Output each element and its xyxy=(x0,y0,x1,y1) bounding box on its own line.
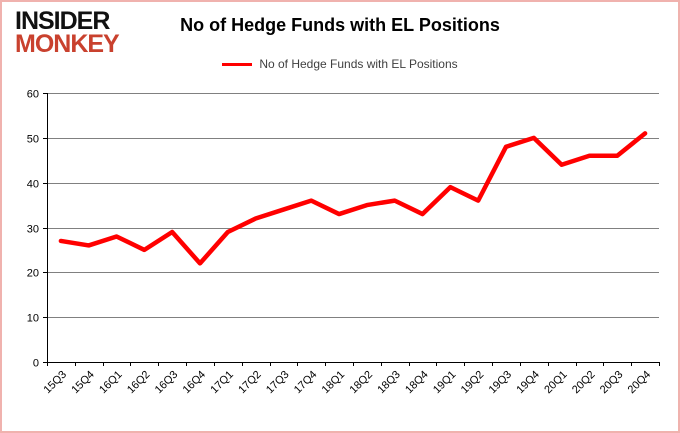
svg-text:18Q3: 18Q3 xyxy=(375,369,403,397)
svg-text:20Q1: 20Q1 xyxy=(542,369,570,397)
svg-text:40: 40 xyxy=(27,179,39,191)
svg-text:20Q4: 20Q4 xyxy=(626,369,654,397)
legend-line-swatch xyxy=(222,62,253,66)
svg-text:17Q4: 17Q4 xyxy=(292,369,320,397)
legend-label: No of Hedge Funds with EL Positions xyxy=(259,57,458,71)
svg-text:16Q1: 16Q1 xyxy=(97,369,125,397)
svg-text:19Q4: 19Q4 xyxy=(514,369,542,397)
svg-text:10: 10 xyxy=(27,313,39,325)
svg-text:16Q3: 16Q3 xyxy=(153,369,181,397)
svg-text:18Q4: 18Q4 xyxy=(403,369,431,397)
svg-text:15Q4: 15Q4 xyxy=(69,369,97,397)
svg-text:16Q4: 16Q4 xyxy=(181,369,209,397)
svg-text:20Q3: 20Q3 xyxy=(598,369,626,397)
logo-insider-text: INSIDER xyxy=(15,7,110,35)
svg-text:0: 0 xyxy=(33,358,39,370)
chart-legend: No of Hedge Funds with EL Positions xyxy=(2,57,678,71)
svg-text:18Q2: 18Q2 xyxy=(348,369,376,397)
svg-text:20: 20 xyxy=(27,268,39,280)
svg-text:15Q3: 15Q3 xyxy=(42,369,70,397)
svg-text:30: 30 xyxy=(27,224,39,236)
svg-text:19Q3: 19Q3 xyxy=(487,369,515,397)
svg-text:17Q1: 17Q1 xyxy=(208,369,236,397)
chart-title: No of Hedge Funds with EL Positions xyxy=(180,15,500,35)
logo-monkey-text: MONKEY xyxy=(15,29,120,58)
svg-text:17Q2: 17Q2 xyxy=(236,369,264,397)
svg-text:60: 60 xyxy=(27,89,39,101)
svg-text:50: 50 xyxy=(27,134,39,146)
svg-text:19Q1: 19Q1 xyxy=(431,369,459,397)
svg-text:18Q1: 18Q1 xyxy=(320,369,348,397)
svg-text:17Q3: 17Q3 xyxy=(264,369,292,397)
svg-text:16Q2: 16Q2 xyxy=(125,369,153,397)
svg-text:20Q2: 20Q2 xyxy=(570,369,598,397)
svg-text:19Q2: 19Q2 xyxy=(459,369,487,397)
insider-monkey-logo: INSIDER MONKEY xyxy=(15,7,120,58)
